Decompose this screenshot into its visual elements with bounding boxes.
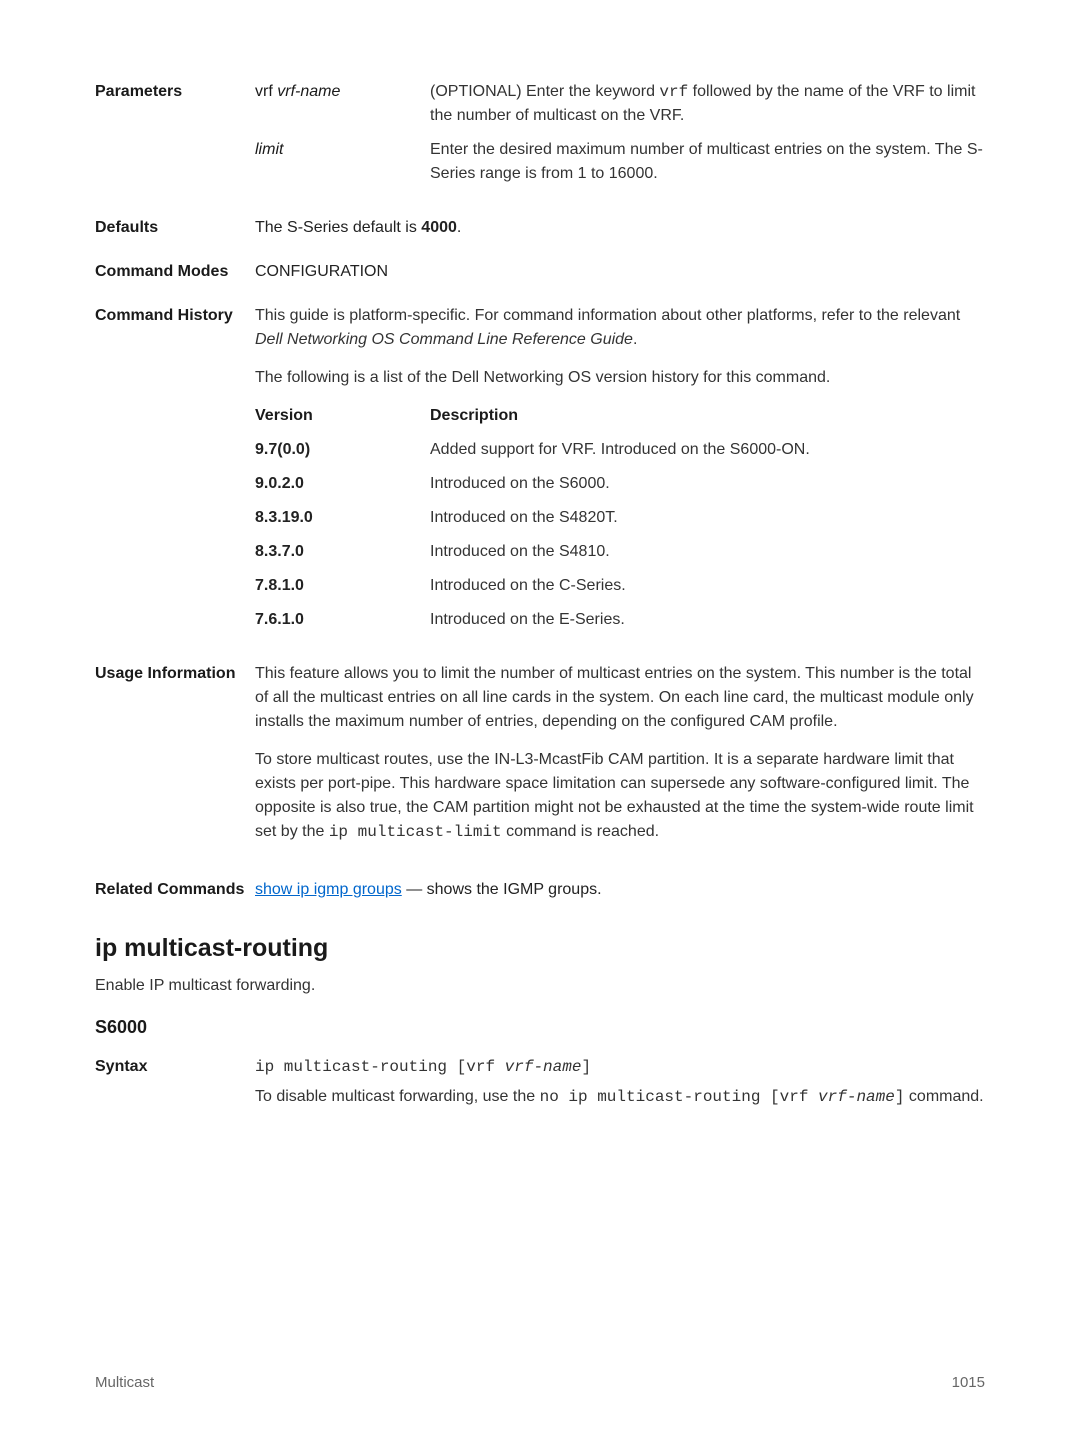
- usage-content: This feature allows you to limit the num…: [255, 662, 985, 858]
- history-intro1: This guide is platform-specific. For com…: [255, 304, 985, 352]
- syntax-line1: ip multicast-routing [vrf vrf-name]: [255, 1055, 985, 1079]
- syntax-ital: vrf-name: [505, 1058, 582, 1076]
- version-number: 7.8.1.0: [255, 574, 430, 598]
- syntax-mono-post: ]: [581, 1058, 591, 1076]
- param-desc: Enter the desired maximum number of mult…: [430, 138, 985, 186]
- param-item: vrf vrf-name (OPTIONAL) Enter the keywor…: [255, 80, 985, 128]
- usage-para2: To store multicast routes, use the IN-L3…: [255, 748, 985, 844]
- version-number: 9.0.2.0: [255, 472, 430, 496]
- command-modes-label: Command Modes: [95, 260, 255, 284]
- syntax-mono: ip multicast-routing [vrf: [255, 1058, 505, 1076]
- command-history-row: Command History This guide is platform-s…: [95, 304, 985, 642]
- version-item: 7.8.1.0 Introduced on the C-Series.: [255, 574, 985, 598]
- defaults-row: Defaults The S-Series default is 4000.: [95, 216, 985, 240]
- version-number: 8.3.7.0: [255, 540, 430, 564]
- version-header: Version Description: [255, 404, 985, 428]
- command-modes-row: Command Modes CONFIGURATION: [95, 260, 985, 284]
- related-label: Related Commands: [95, 878, 255, 902]
- param-italic: vrf-name: [277, 83, 340, 100]
- version-item: 9.0.2.0 Introduced on the S6000.: [255, 472, 985, 496]
- desc-part: (OPTIONAL) Enter the keyword: [430, 83, 659, 100]
- defaults-suffix: .: [457, 219, 461, 236]
- version-desc: Introduced on the S4820T.: [430, 506, 985, 530]
- version-number: 7.6.1.0: [255, 608, 430, 632]
- desc-header-label: Description: [430, 404, 985, 428]
- related-row: Related Commands show ip igmp groups — s…: [95, 878, 985, 902]
- command-history-label: Command History: [95, 304, 255, 642]
- related-link[interactable]: show ip igmp groups: [255, 881, 402, 898]
- version-item: 8.3.7.0 Introduced on the S4810.: [255, 540, 985, 564]
- version-desc: Introduced on the S4810.: [430, 540, 985, 564]
- section-title: ip multicast-routing: [95, 930, 985, 968]
- syntax2-mono1: no ip multicast-routing [vrf: [540, 1088, 818, 1106]
- version-desc: Introduced on the E-Series.: [430, 608, 985, 632]
- parameters-row: Parameters vrf vrf-name (OPTIONAL) Enter…: [95, 80, 985, 196]
- param-name: limit: [255, 138, 430, 186]
- param-prefix: vrf: [255, 83, 273, 100]
- usage-para1: This feature allows you to limit the num…: [255, 662, 985, 734]
- defaults-content: The S-Series default is 4000.: [255, 216, 985, 240]
- param-item: limit Enter the desired maximum number o…: [255, 138, 985, 186]
- syntax2-post: command.: [904, 1088, 983, 1105]
- version-header-label: Version: [255, 404, 430, 428]
- param-name: vrf vrf-name: [255, 80, 430, 128]
- intro1-ital: Dell Networking OS Command Line Referenc…: [255, 331, 633, 348]
- param-italic: limit: [255, 141, 283, 158]
- section-subtitle: Enable IP multicast forwarding.: [95, 974, 985, 998]
- desc-part: Enter the desired maximum number of mult…: [430, 141, 983, 182]
- intro1-pre: This guide is platform-specific. For com…: [255, 307, 960, 324]
- intro1-post: .: [633, 331, 637, 348]
- usage-para2-mono: ip multicast-limit: [329, 823, 502, 841]
- syntax-label: Syntax: [95, 1055, 255, 1123]
- defaults-prefix: The S-Series default is: [255, 219, 421, 236]
- version-item: 7.6.1.0 Introduced on the E-Series.: [255, 608, 985, 632]
- version-desc: Introduced on the S6000.: [430, 472, 985, 496]
- syntax2-pre: To disable multicast forwarding, use the: [255, 1088, 540, 1105]
- command-modes-value: CONFIGURATION: [255, 260, 985, 284]
- syntax2-ital: vrf-name: [818, 1088, 895, 1106]
- param-desc: (OPTIONAL) Enter the keyword vrf followe…: [430, 80, 985, 128]
- history-intro2: The following is a list of the Dell Netw…: [255, 366, 985, 390]
- version-number: 8.3.19.0: [255, 506, 430, 530]
- footer-right: 1015: [952, 1372, 985, 1395]
- version-item: 8.3.19.0 Introduced on the S4820T.: [255, 506, 985, 530]
- version-number: 9.7(0.0): [255, 438, 430, 462]
- related-after: — shows the IGMP groups.: [402, 881, 602, 898]
- defaults-value: 4000: [421, 219, 457, 236]
- desc-mono: vrf: [659, 83, 688, 101]
- syntax-row: Syntax ip multicast-routing [vrf vrf-nam…: [95, 1055, 985, 1123]
- model-heading: S6000: [95, 1014, 985, 1041]
- version-desc: Added support for VRF. Introduced on the…: [430, 438, 985, 462]
- defaults-label: Defaults: [95, 216, 255, 240]
- syntax-line2: To disable multicast forwarding, use the…: [255, 1085, 985, 1109]
- parameters-label: Parameters: [95, 80, 255, 196]
- usage-label: Usage Information: [95, 662, 255, 858]
- page-footer: Multicast 1015: [95, 1372, 985, 1395]
- version-desc: Introduced on the C-Series.: [430, 574, 985, 598]
- usage-row: Usage Information This feature allows yo…: [95, 662, 985, 858]
- related-content: show ip igmp groups — shows the IGMP gro…: [255, 878, 985, 902]
- version-item: 9.7(0.0) Added support for VRF. Introduc…: [255, 438, 985, 462]
- syntax-content: ip multicast-routing [vrf vrf-name] To d…: [255, 1055, 985, 1123]
- command-history-content: This guide is platform-specific. For com…: [255, 304, 985, 642]
- usage-para2-post: command is reached.: [502, 823, 659, 840]
- footer-left: Multicast: [95, 1372, 154, 1395]
- parameters-content: vrf vrf-name (OPTIONAL) Enter the keywor…: [255, 80, 985, 196]
